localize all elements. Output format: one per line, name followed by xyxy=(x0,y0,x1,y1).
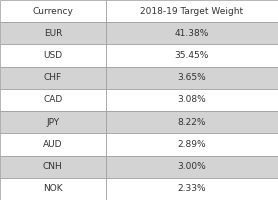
Bar xyxy=(106,111,278,133)
Text: 41.38%: 41.38% xyxy=(175,29,209,38)
Bar xyxy=(0,67,106,89)
Bar xyxy=(106,89,278,111)
Text: CAD: CAD xyxy=(43,96,63,104)
Text: EUR: EUR xyxy=(44,29,62,38)
Text: CHF: CHF xyxy=(44,73,62,82)
Bar xyxy=(106,22,278,44)
Bar xyxy=(0,133,106,156)
Bar xyxy=(0,89,106,111)
Text: Currency: Currency xyxy=(32,7,73,16)
Bar xyxy=(106,133,278,156)
Text: 8.22%: 8.22% xyxy=(178,118,206,127)
Text: JPY: JPY xyxy=(46,118,59,127)
Bar xyxy=(106,156,278,178)
Bar xyxy=(0,111,106,133)
Bar xyxy=(0,0,106,22)
Text: CNH: CNH xyxy=(43,162,63,171)
Text: 3.08%: 3.08% xyxy=(177,96,206,104)
Text: 35.45%: 35.45% xyxy=(175,51,209,60)
Bar xyxy=(106,0,278,22)
Text: 2.89%: 2.89% xyxy=(178,140,206,149)
Text: 3.65%: 3.65% xyxy=(177,73,206,82)
Bar xyxy=(0,156,106,178)
Bar xyxy=(0,178,106,200)
Bar xyxy=(106,67,278,89)
Bar xyxy=(0,22,106,44)
Text: USD: USD xyxy=(43,51,62,60)
Bar xyxy=(0,44,106,67)
Bar xyxy=(106,178,278,200)
Text: NOK: NOK xyxy=(43,184,63,193)
Text: 3.00%: 3.00% xyxy=(177,162,206,171)
Text: AUD: AUD xyxy=(43,140,63,149)
Text: 2018-19 Target Weight: 2018-19 Target Weight xyxy=(140,7,243,16)
Text: 2.33%: 2.33% xyxy=(178,184,206,193)
Bar xyxy=(106,44,278,67)
